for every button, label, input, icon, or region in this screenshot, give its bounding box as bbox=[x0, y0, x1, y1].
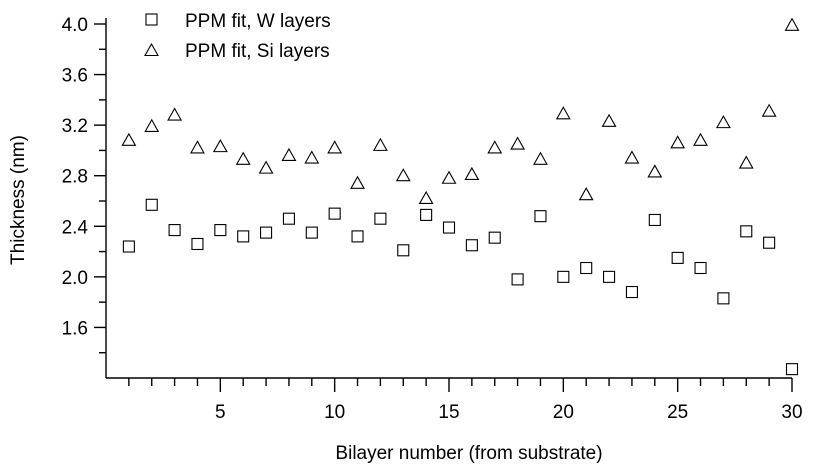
w-layer-point bbox=[717, 292, 730, 305]
w-layer-point bbox=[397, 244, 410, 257]
x-tick-label: 5 bbox=[215, 402, 226, 423]
si-layer-point bbox=[624, 150, 640, 164]
w-layer-point bbox=[374, 212, 387, 225]
si-layer-point bbox=[761, 103, 777, 117]
si-layer-point bbox=[715, 114, 731, 129]
x-tick-label: 15 bbox=[438, 402, 459, 423]
w-layer-point bbox=[740, 225, 753, 238]
w-layer-point bbox=[648, 213, 661, 227]
y-tick-label: 1.6 bbox=[62, 318, 88, 339]
si-layer-point bbox=[144, 118, 160, 132]
si-layer-point bbox=[441, 170, 457, 184]
w-layer-point bbox=[191, 237, 204, 251]
si-layer-point bbox=[235, 151, 251, 165]
w-layer-point bbox=[785, 363, 799, 376]
w-layer-point bbox=[420, 208, 433, 221]
w-layer-point bbox=[763, 236, 776, 249]
data-marks bbox=[121, 17, 800, 376]
y-tick-label: 2.0 bbox=[62, 268, 88, 289]
legend-label-w-layers: PPM fit, W layers bbox=[185, 11, 331, 32]
w-layer-point bbox=[671, 251, 684, 264]
si-layer-point bbox=[693, 132, 708, 146]
si-layer-point bbox=[647, 164, 663, 178]
w-layer-point bbox=[122, 240, 135, 253]
si-layer-point bbox=[350, 175, 365, 189]
si-layer-point bbox=[212, 139, 228, 153]
si-layer-point bbox=[487, 140, 503, 154]
si-layer-point bbox=[510, 136, 526, 150]
y-tick-label: 2.4 bbox=[62, 217, 89, 238]
si-layer-point bbox=[167, 107, 183, 121]
w-layer-point bbox=[694, 261, 707, 275]
w-layer-point bbox=[351, 230, 364, 243]
si-layer-point bbox=[121, 132, 137, 146]
x-tick-label: 25 bbox=[667, 402, 688, 423]
si-layer-point bbox=[372, 137, 388, 151]
axes bbox=[105, 18, 792, 379]
w-layer-point bbox=[465, 239, 478, 252]
w-layer-point bbox=[168, 224, 181, 237]
w-layer-point bbox=[534, 210, 547, 223]
si-layer-point bbox=[418, 190, 434, 205]
x-tick-label: 20 bbox=[553, 402, 574, 423]
si-layer-point bbox=[670, 135, 686, 149]
legend: PPM fit, W layers PPM fit, Si layers bbox=[144, 11, 331, 62]
legend-marker-si-layers bbox=[144, 42, 159, 57]
legend-marker-w-layers bbox=[145, 13, 158, 26]
w-layer-point bbox=[237, 230, 250, 243]
w-layer-point bbox=[260, 226, 273, 239]
si-layer-point bbox=[327, 140, 343, 154]
y-tick-label: 4.0 bbox=[62, 15, 88, 36]
x-axis-label: Bilayer number (from substrate) bbox=[335, 443, 602, 464]
w-layer-point bbox=[625, 285, 638, 299]
si-layer-point bbox=[738, 155, 754, 169]
w-layer-point bbox=[557, 270, 570, 283]
si-layer-point bbox=[190, 140, 205, 154]
si-layer-point bbox=[464, 166, 480, 180]
w-layer-point bbox=[145, 198, 158, 211]
w-layer-point bbox=[488, 231, 501, 244]
x-tick-label: 30 bbox=[781, 402, 802, 423]
si-layer-point bbox=[601, 113, 617, 127]
si-layer-point bbox=[555, 106, 571, 120]
y-tick-label: 3.2 bbox=[62, 116, 88, 137]
w-layer-point bbox=[282, 212, 295, 225]
x-tick-label: 10 bbox=[324, 402, 345, 423]
si-layer-point bbox=[395, 168, 411, 182]
w-layer-point bbox=[328, 207, 341, 220]
w-layer-point bbox=[214, 224, 227, 237]
ticks: 5 10 15 20 25 30 1.6 2.0 2.4 2.8 3.2 3.6 4.0 bbox=[62, 15, 803, 423]
w-layer-point bbox=[511, 273, 524, 286]
w-layer-point bbox=[603, 270, 616, 283]
y-tick-label: 3.6 bbox=[62, 66, 88, 87]
si-layer-point bbox=[784, 17, 800, 31]
legend-label-si-layers: PPM fit, Si layers bbox=[185, 41, 330, 62]
y-axis-label: Thickness (nm) bbox=[8, 135, 29, 265]
si-layer-point bbox=[281, 147, 297, 162]
w-layer-point bbox=[305, 226, 318, 239]
si-layer-point bbox=[304, 150, 320, 164]
w-layer-point bbox=[580, 261, 593, 275]
si-layer-point bbox=[578, 187, 594, 201]
w-layer-point bbox=[442, 221, 456, 234]
si-layer-point bbox=[533, 151, 548, 165]
si-layer-point bbox=[258, 160, 274, 174]
y-tick-label: 2.8 bbox=[62, 167, 88, 188]
